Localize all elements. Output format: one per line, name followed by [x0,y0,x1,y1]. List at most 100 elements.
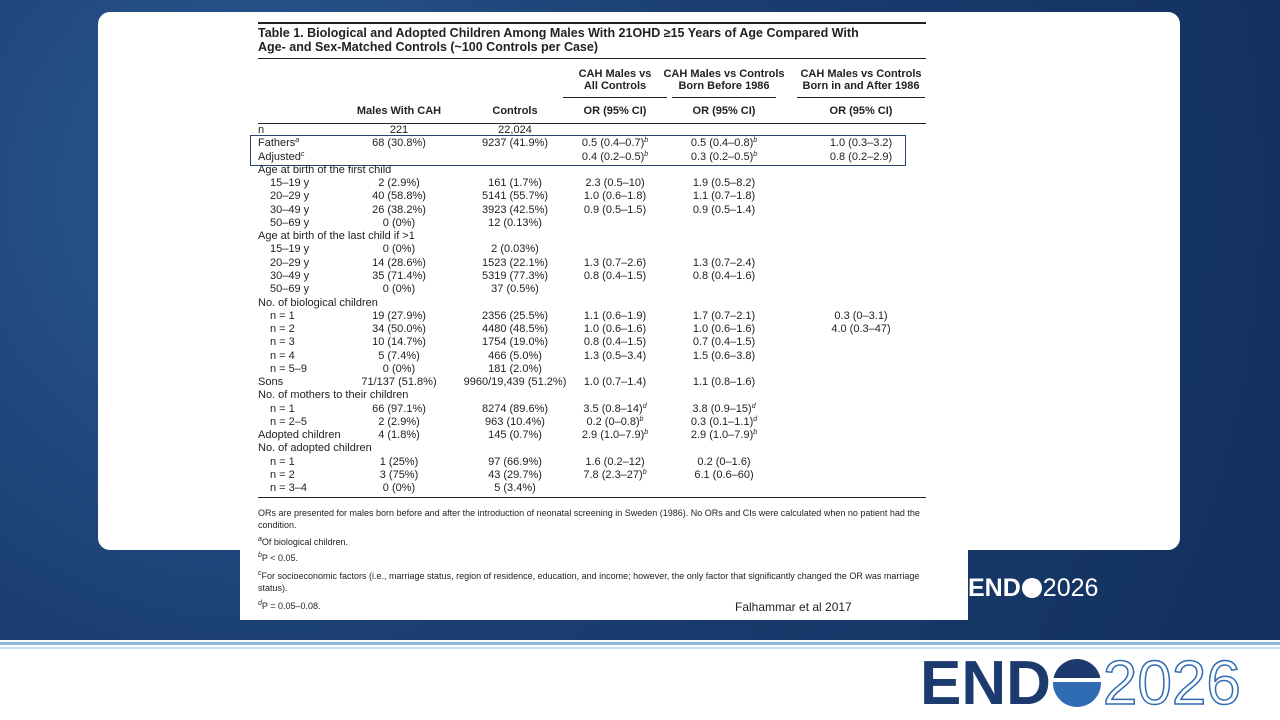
table-cell: 1.0 (0.6–1.6) [583,323,647,336]
table-cell: 5 (3.4%) [494,482,536,495]
footnote-marker: b [639,415,644,423]
footnote-text: Of biological children. [261,537,348,547]
footnote-marker: b [644,429,649,437]
footnote-marker: b [642,469,647,477]
table-cell: 37 (0.5%) [491,283,539,296]
table-cell: 0.8 (0.4–1.5) [583,269,647,282]
table-cell: 12 (0.13%) [488,216,542,229]
footnote-marker: b [753,137,758,145]
table-cell: 1.1 (0.8–1.6) [692,376,756,389]
table-cell: 0 (0%) [382,283,416,296]
cell-text: 0.5 (0.4–0.7) [581,137,645,150]
table-cell: 1754 (19.0%) [481,336,549,349]
cell-text: 0.3 (0.2–0.5) [690,150,754,163]
table-cell: 1.9 (0.5–8.2) [692,177,756,190]
logo-text: END [968,574,1021,602]
table-cell: 0.5 (0.4–0.8)b [691,136,757,150]
table-cell: 7.8 (2.3–27)b [583,468,646,482]
footnote-marker: d [751,402,756,410]
logo-text: 2026 [1042,574,1099,602]
column-group-header: Born Before 1986 [678,80,770,92]
table-cell: 15–19 y [270,243,310,256]
footnote-marker: a [258,536,262,543]
column-header: OR (95% CI) [583,105,647,117]
table-cell: 50–69 y [270,216,310,229]
logo-globe [1052,659,1101,707]
column-header: Controls [492,105,538,117]
table-cell: 1.7 (0.7–2.1) [692,309,756,322]
cell-text: 0.2 (0–0.8) [586,415,640,428]
table-cell: 66 (97.1%) [372,402,426,415]
table-cell: n [258,124,265,136]
table-cell: 0.8 (0.4–1.5) [583,336,647,349]
table-cell: 2.9 (1.0–7.9)b [691,428,757,442]
table-note: ORs are presented for males born before … [258,508,920,530]
table-panel [240,500,968,620]
footnote-marker: d [642,402,647,410]
table-cell: Adjustedc [258,150,304,164]
table-cell: 4 (1.8%) [378,429,420,442]
table-cell: 40 (58.8%) [372,190,426,203]
footnote-marker: b [753,150,758,158]
table-cell: 1.0 (0.6–1.6) [692,323,756,336]
logo-text: END [920,649,1051,718]
footnote-marker: b [753,429,758,437]
cell-text: 7.8 (2.3–27) [583,469,643,482]
table-cell: 5 (7.4%) [378,349,420,362]
footnote: bP < 0.05. [258,552,928,564]
accent-line [0,642,1280,645]
table-cell: 2 (0.03%) [491,243,539,256]
highlight-box [250,135,906,166]
table-cell: n = 1 [270,455,295,468]
table-cell: 1.1 (0.7–1.8) [692,190,756,203]
column-group-header: CAH Males vs Controls [663,68,785,80]
content-card [98,12,1180,550]
table-cell: 20–29 y [270,190,310,203]
table-cell: 0.4 (0.2–0.5)b [582,150,648,164]
table-cell: 1.0 (0.7–1.4) [583,376,647,389]
table-cell: 1.3 (0.5–3.4) [583,349,647,362]
logo-large: END 2026 [920,649,1242,718]
table-cell: 1.1 (0.6–1.9) [583,309,647,322]
table-cell: 145 (0.7%) [488,429,542,442]
cell-text: 0.3 (0.1–1.1) [690,415,754,428]
table-title: Table 1. Biological and Adopted Children… [258,26,859,40]
table-cell: 1.5 (0.6–3.8) [692,349,756,362]
rule [258,22,926,24]
footnote-text: P < 0.05. [261,553,299,563]
table-cell: 43 (29.7%) [488,469,542,482]
table-cell: n = 1 [270,402,295,415]
table-cell: 5141 (55.7%) [481,190,549,203]
rule [258,123,926,124]
header-rule [672,97,776,98]
table-cell: n = 3 [270,336,295,349]
table-cell: 221 [389,124,409,136]
footnote-marker: b [258,552,262,559]
rule [258,497,926,498]
footnote: cFor socioeconomic factors (i.e., marria… [258,570,928,594]
table-cell: 4480 (48.5%) [481,323,549,336]
table-cell: Sons [258,376,284,389]
header-rule [797,97,925,98]
table-cell: 1523 (22.1%) [481,256,549,269]
footnote-marker: b [644,150,649,158]
row-group-label: No. of mothers to their children [258,389,409,402]
table-cell: 26 (38.2%) [372,203,426,216]
table-cell: 30–49 y [270,269,310,282]
table-cell: 2 (2.9%) [378,415,420,428]
table-cell: 0.3 (0.1–1.1)d [691,415,757,429]
table-cell: 1.6 (0.2–12) [585,455,645,468]
table-cell: 5319 (77.3%) [481,269,549,282]
row-group-label: No. of adopted children [258,442,372,455]
table-cell: 10 (14.7%) [372,336,426,349]
footnote: dP = 0.05–0.08. [258,600,928,612]
column-group-header: Born in and After 1986 [802,80,920,92]
column-group-header: CAH Males vs [578,68,652,80]
table-cell: 22,024 [498,124,532,136]
table-cell: 0 (0%) [382,243,416,256]
table-cell: 0.9 (0.5–1.5) [583,203,647,216]
cell-text: 3.5 (0.8–14) [583,402,643,415]
row-group-label: No. of biological children [258,296,378,309]
column-group-header: All Controls [583,80,647,92]
